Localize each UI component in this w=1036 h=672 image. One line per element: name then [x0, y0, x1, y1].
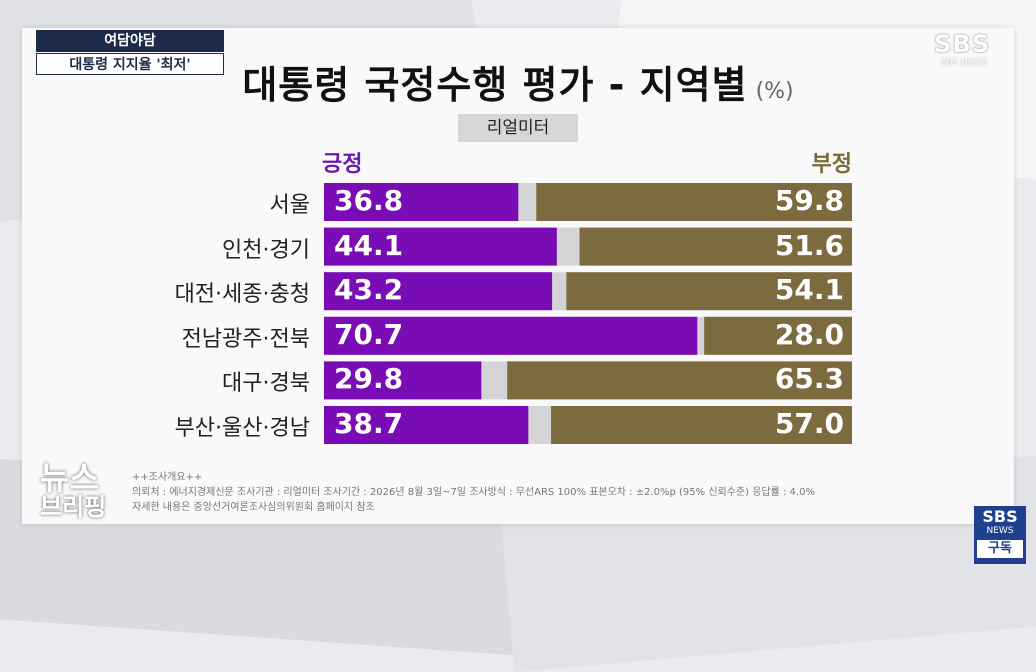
- news-logo-line2: 브리핑: [40, 493, 107, 521]
- positive-value-label: 38.7: [334, 407, 404, 440]
- negative-value-label: 65.3: [774, 362, 844, 396]
- negative-value-label: 51.6: [774, 228, 844, 262]
- positive-column-label: 긍정: [322, 152, 363, 177]
- positive-value-label: 44.1: [334, 228, 404, 262]
- negative-value-label: 54.1: [774, 273, 844, 307]
- region-label: 인천·경기: [222, 237, 310, 263]
- subscribe-brand: SBS: [982, 507, 1018, 526]
- chart-unit: (%): [755, 79, 794, 104]
- chart-title: 대통령 국정수행 평가 - 지역별 (%): [0, 54, 1036, 109]
- positive-value-label: 70.7: [334, 317, 404, 351]
- subscribe-sub: NEWS: [986, 526, 1014, 536]
- region-label: 전남광주·전북: [181, 326, 310, 352]
- region-label: 대구·경북: [222, 371, 310, 397]
- notes-line2: 자세한 내용은 중앙선거여론조사심의위원회 홈페이지 참조: [132, 502, 375, 513]
- notes-line1: 의뢰처 : 에너지경제신문 조사기관 : 리얼미터 조사기간 : 2026년 8…: [132, 487, 815, 498]
- region-label: 부산·울산·경남: [174, 416, 310, 441]
- notes-header: ++조사개요++: [132, 472, 203, 483]
- positive-value-label: 36.8: [334, 184, 404, 217]
- subscribe-action[interactable]: 구독: [977, 540, 1023, 558]
- segment-subtitle: 대통령 지지율 '최저': [36, 53, 224, 75]
- source-badge: 리얼미터: [458, 114, 578, 142]
- region-label: 대전·세종·충청: [174, 282, 310, 308]
- subscribe-button[interactable]: SBS NEWS 구독: [974, 506, 1026, 564]
- sbs-logo: SBS: [934, 30, 990, 58]
- chart-title-text: 대통령 국정수행 평가 - 지역별: [242, 63, 748, 107]
- survey-notes: ++조사개요++ 의뢰처 : 에너지경제신문 조사기관 : 리얼미터 조사기간 …: [132, 470, 815, 515]
- sbs-logo-sub: SBS NEWS: [940, 58, 988, 68]
- positive-value-label: 43.2: [334, 273, 404, 307]
- news-logo-line1: 뉴스: [40, 459, 99, 497]
- segment-tag: 여담야담: [36, 30, 224, 52]
- negative-value-label: 59.8: [774, 184, 844, 217]
- positive-value-label: 29.8: [334, 362, 404, 396]
- negative-value-label: 57.0: [774, 407, 844, 440]
- negative-column-label: 부정: [811, 152, 852, 177]
- news-briefing-logo: 뉴스 브리핑: [40, 462, 114, 520]
- negative-value-label: 28.0: [774, 317, 844, 351]
- region-label: 서울: [269, 193, 310, 218]
